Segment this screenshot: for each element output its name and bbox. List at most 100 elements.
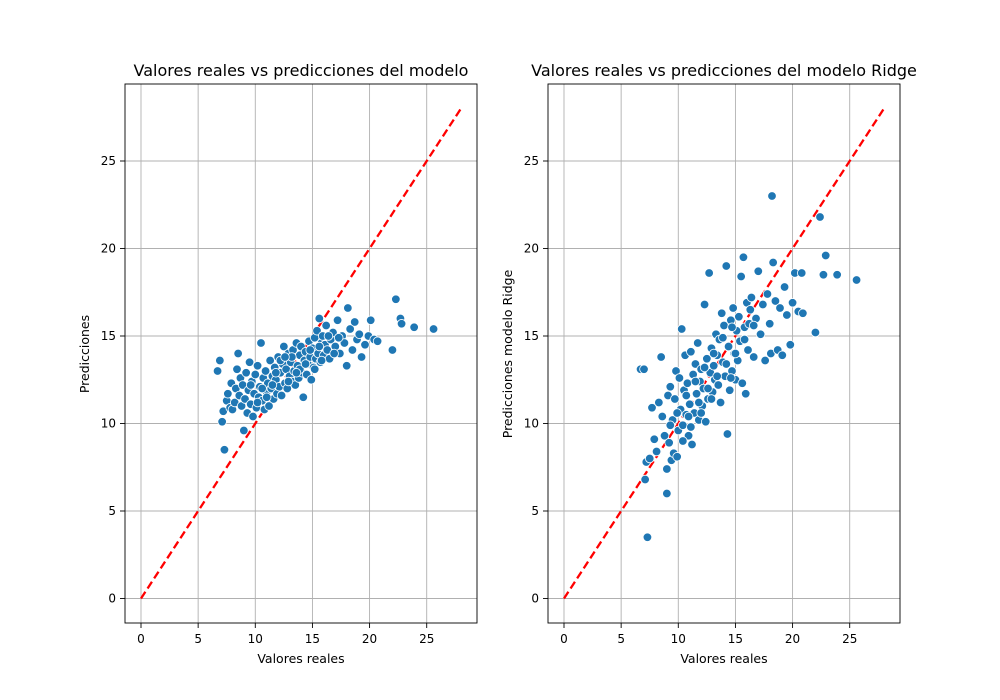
right-chart-data-point (687, 439, 697, 450)
right-chart-xtick-label: 15 (728, 632, 743, 646)
left-chart-data-point (241, 368, 251, 378)
left-chart-data-point (239, 425, 249, 436)
right-chart-data-point (696, 408, 706, 418)
left-chart-data-point (339, 338, 350, 348)
left-chart-data-point (260, 366, 271, 376)
left-chart-data-point (262, 392, 272, 402)
right-chart-data-point (693, 338, 703, 348)
right-chart-data-point (659, 431, 670, 441)
right-chart: Valores reales vs predicciones del model… (500, 61, 917, 666)
right-chart-data-point (762, 289, 773, 299)
right-chart-ticks: 0 5 10 15 20 25 0 5 10 15 20 25 (524, 154, 858, 646)
right-chart-data-point (723, 341, 734, 352)
right-chart-data-point (640, 474, 650, 485)
left-chart-data-point (223, 389, 233, 399)
right-chart-xlabel: Valores reales (680, 651, 767, 666)
left-chart-data-point (343, 303, 353, 313)
right-chart-data-point (810, 327, 821, 338)
left-chart-data-point (217, 417, 227, 427)
left-chart-data-point (280, 352, 290, 362)
right-chart-xtick-label: 0 (560, 632, 568, 646)
right-chart-data-point (682, 378, 693, 388)
right-chart-data-point (670, 394, 680, 404)
right-chart-data-point (736, 271, 746, 282)
left-chart-ytick-label: 0 (108, 592, 116, 606)
left-chart-data-point (316, 355, 327, 366)
right-chart-data-point (741, 389, 751, 399)
left-chart-data-point (332, 315, 343, 325)
right-chart-data-point (694, 397, 704, 408)
left-chart-data-point (306, 375, 316, 385)
right-chart-data-point (672, 452, 682, 462)
right-chart-data-point (782, 310, 792, 320)
right-chart-data-point (657, 411, 667, 422)
left-chart-data-point (252, 397, 263, 408)
right-chart-ytick-label: 15 (524, 329, 539, 343)
left-chart-data-point (391, 294, 401, 304)
right-chart-data-point (681, 390, 691, 401)
left-chart-xlabel: Valores reales (257, 651, 344, 666)
right-chart-xtick-label: 20 (785, 632, 800, 646)
right-chart-data-point (722, 429, 733, 439)
right-chart-data-point (775, 303, 785, 313)
left-chart-ticks: 0 5 10 15 20 25 0 5 10 15 20 25 (101, 154, 435, 646)
left-chart-data-point (257, 383, 267, 394)
right-chart-data-point (656, 352, 666, 362)
right-chart-data-point (730, 348, 741, 359)
right-chart-data-point (721, 261, 731, 271)
right-chart-data-point (672, 408, 682, 418)
right-chart-data-point (678, 420, 688, 430)
left-chart-plot-frame (124, 83, 478, 624)
left-chart-data-point (312, 326, 322, 336)
left-chart-data-point (212, 366, 223, 376)
right-chart-ylabel: Predicciones modelo Ridge (500, 269, 515, 438)
right-chart-data-point (645, 453, 655, 464)
right-chart-points (635, 191, 862, 542)
right-chart-plot-frame (547, 83, 901, 624)
right-chart-data-point (690, 376, 701, 387)
right-chart-ytick-label: 0 (531, 592, 539, 606)
left-chart-ytick-label: 10 (101, 417, 116, 431)
right-chart-xtick-label: 5 (617, 632, 625, 646)
left-chart-points (212, 294, 439, 455)
right-chart-data-point (702, 354, 712, 364)
right-chart-data-point (699, 299, 710, 310)
right-chart-data-point (709, 348, 719, 359)
left-chart-data-point (347, 345, 358, 355)
right-chart-data-point (728, 303, 738, 313)
left-chart-title: Valores reales vs predicciones del model… (134, 61, 469, 80)
right-chart-data-point (639, 364, 649, 374)
right-chart-data-point (770, 296, 781, 306)
left-chart-ytick-label: 20 (101, 242, 116, 256)
left-chart: Valores reales vs predicciones del model… (77, 61, 478, 666)
right-chart-data-point (701, 417, 711, 427)
right-chart-data-point (686, 422, 696, 432)
left-chart-grid (125, 84, 477, 623)
right-chart-data-point (739, 334, 750, 345)
left-chart-data-point (298, 392, 308, 402)
left-chart-data-point (232, 364, 242, 374)
right-chart-data-point (779, 282, 790, 292)
left-chart-ytick-label: 5 (108, 504, 116, 518)
left-chart-data-point (342, 361, 352, 371)
right-chart-data-point (683, 431, 694, 441)
right-chart-reference-line (563, 107, 885, 600)
right-chart-data-point (734, 312, 744, 322)
right-chart-data-point (745, 305, 755, 315)
left-chart-data-point (310, 364, 320, 374)
left-chart-data-point (396, 319, 407, 329)
right-chart-data-point (768, 257, 778, 268)
right-chart-data-point (706, 394, 717, 404)
right-chart-data-point (725, 385, 735, 395)
left-chart-data-point (248, 411, 258, 422)
right-chart-data-point (677, 324, 687, 334)
right-chart-data-point (785, 340, 795, 350)
right-chart-ytick-label: 10 (524, 417, 539, 431)
right-chart-data-point (749, 320, 759, 331)
left-chart-data-point (271, 368, 281, 378)
right-chart-data-point (765, 319, 775, 329)
right-chart-data-point (797, 268, 807, 278)
left-chart-data-point (219, 445, 230, 455)
right-chart-data-point (760, 355, 770, 366)
